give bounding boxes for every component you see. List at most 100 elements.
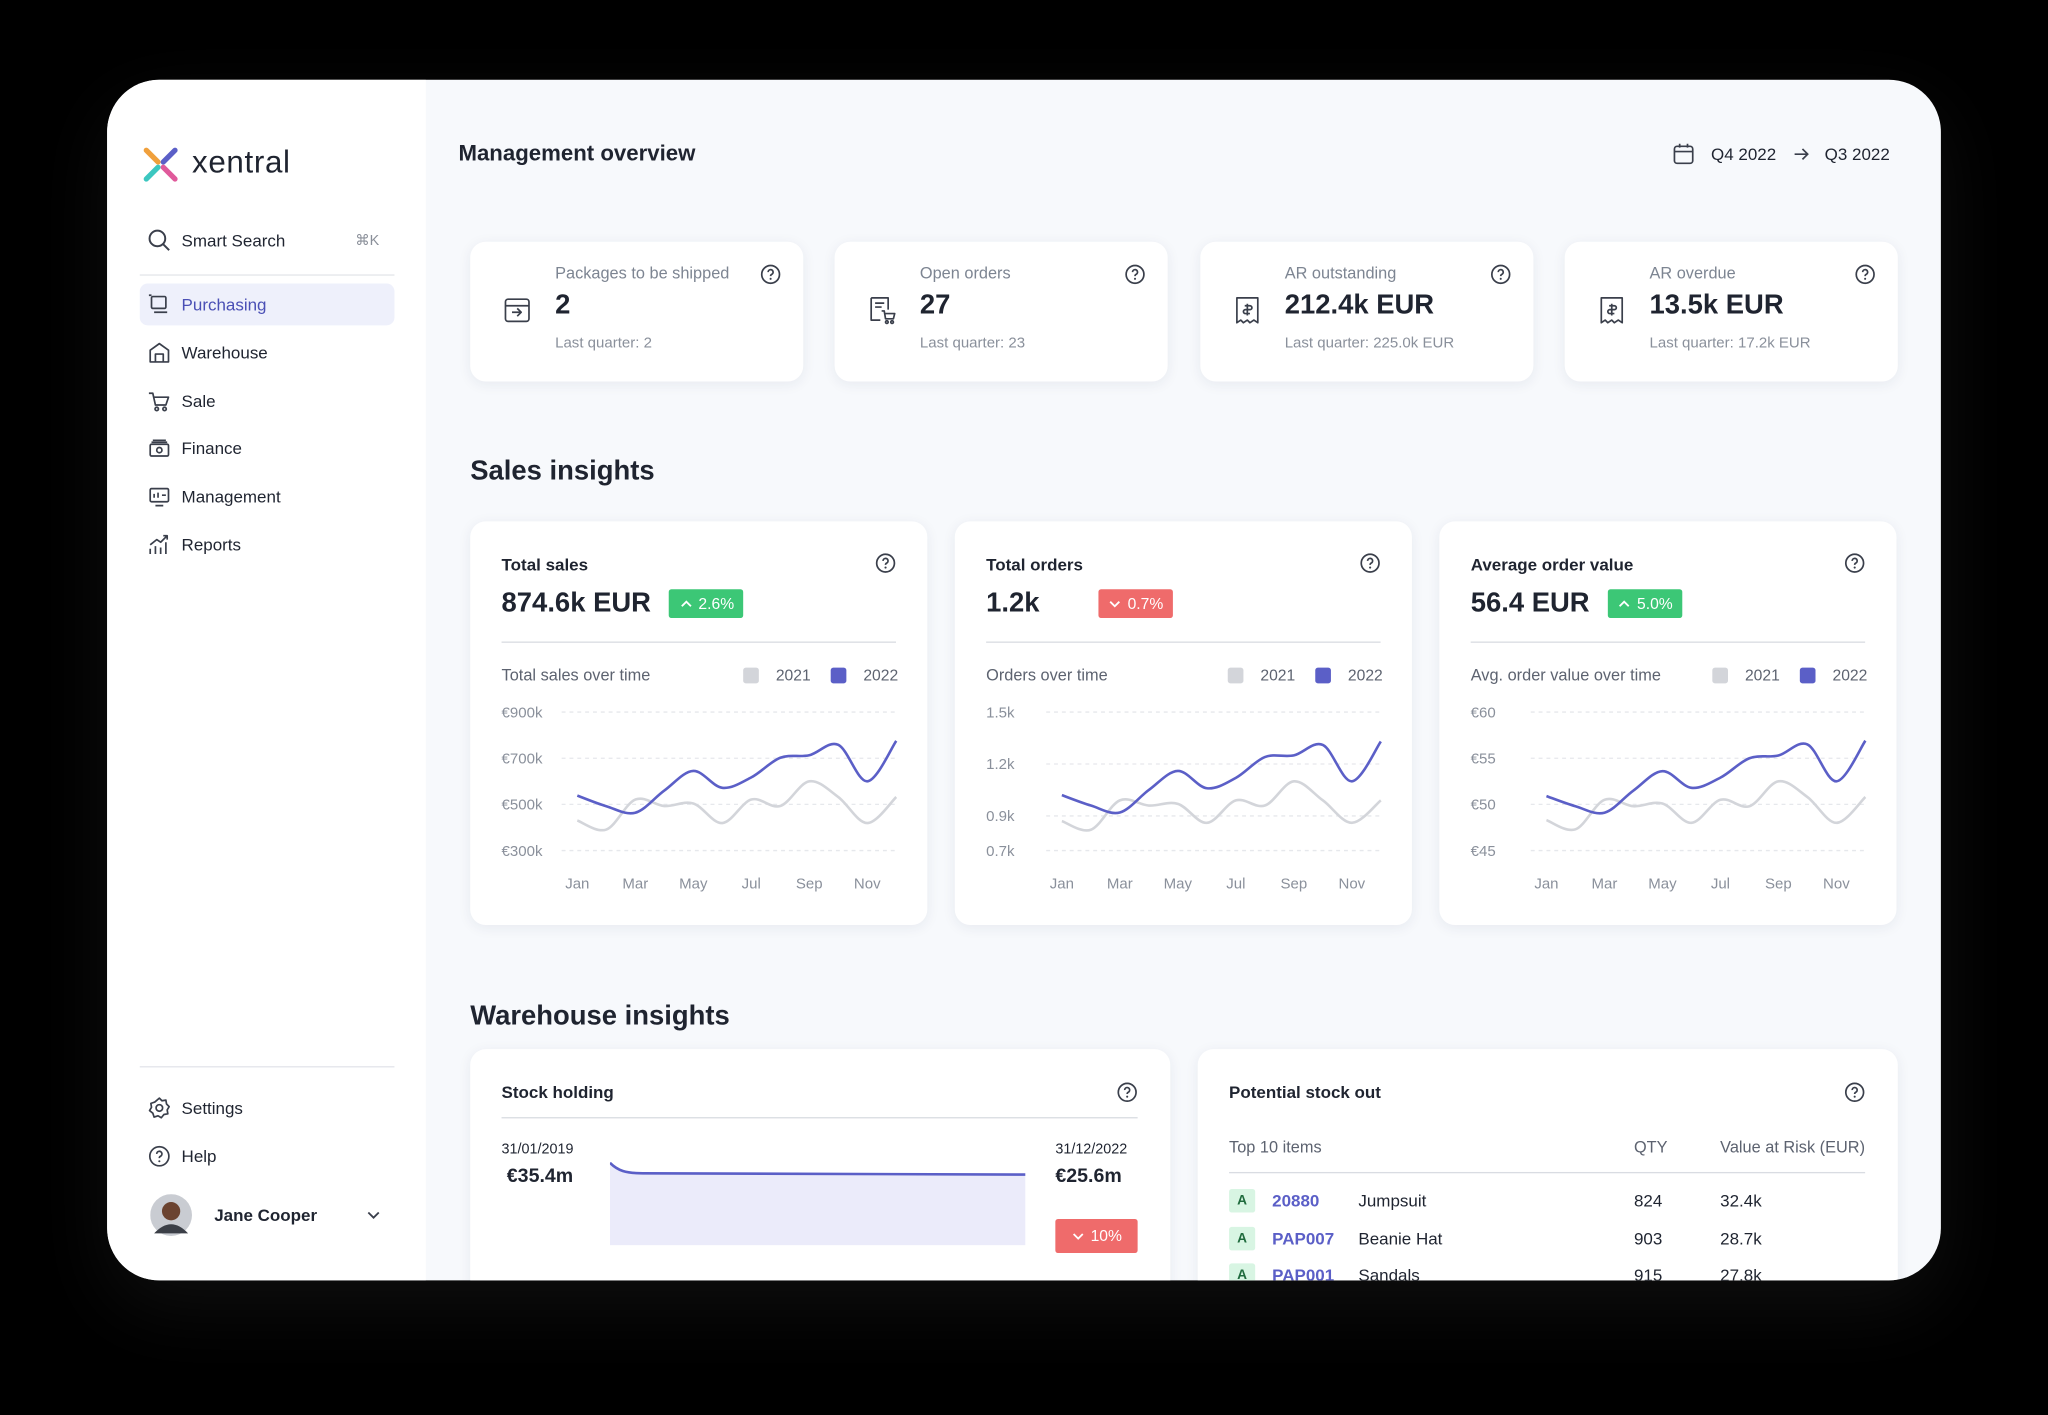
nav-icon-svg (149, 342, 170, 363)
y-tick-label: €700k (502, 750, 543, 767)
section-title: Warehouse insights (470, 1000, 730, 1031)
legend-label: 2021 (776, 668, 811, 685)
nav-icon[interactable] (148, 1096, 172, 1126)
nav-icon[interactable] (148, 293, 172, 323)
nav-item[interactable]: Warehouse (181, 342, 268, 363)
nav-icon-svg (148, 1145, 170, 1167)
nav-item[interactable]: Management (181, 486, 281, 507)
card-title: Stock holding (501, 1082, 614, 1103)
period-to[interactable]: Q3 2022 (1824, 144, 1890, 164)
kpi-icon (1597, 295, 1627, 332)
x-tick-label: May (679, 875, 708, 892)
badge-arrow (1619, 600, 1630, 607)
nav-item[interactable]: Help (181, 1146, 217, 1167)
y-tick-label: 1.5k (986, 704, 1015, 721)
column-header: Value at Risk (EUR) (1720, 1138, 1866, 1157)
help-icon[interactable] (1117, 1082, 1138, 1109)
series-line (1061, 780, 1382, 832)
series-line (1546, 739, 1867, 815)
kpi-label: AR outstanding (1284, 263, 1397, 283)
calendar-icon[interactable] (1672, 142, 1696, 166)
class-badge: A (1229, 1226, 1256, 1250)
x-tick-label: Mar (1592, 875, 1618, 892)
start-date: 31/01/2019 (501, 1141, 574, 1158)
user-name[interactable]: Jane Cooper (214, 1205, 318, 1225)
chevron[interactable] (366, 1209, 382, 1222)
item-code[interactable]: 20880 (1272, 1190, 1320, 1211)
series-line (1545, 779, 1867, 832)
chart-value: 1.2k (986, 587, 1040, 618)
help-icon[interactable] (1490, 264, 1511, 291)
item-qty: 915 (1633, 1265, 1663, 1281)
x-tick-label: Sep (796, 875, 823, 892)
chart: 2021 2022 €45 €50 €55 €60 Jan Mar May Jul Sep Nov (1471, 667, 1867, 892)
nav-icon[interactable] (148, 485, 172, 515)
x-tick-label: Nov (1338, 875, 1365, 892)
kpi-label: Packages to be shipped (555, 263, 730, 283)
change-badge: 5.0% (1607, 589, 1683, 618)
nav-item[interactable]: Reports (181, 535, 242, 555)
help-icon[interactable] (1855, 264, 1876, 291)
x-tick-label: Nov (1823, 875, 1850, 892)
series-line (1061, 740, 1382, 815)
nav-item[interactable]: Finance (181, 438, 242, 459)
nav-icon[interactable] (148, 1145, 172, 1175)
help-icon[interactable] (1844, 553, 1865, 580)
y-tick-label: €55 (1471, 750, 1496, 767)
item-qty: 903 (1633, 1228, 1663, 1248)
nav-item[interactable]: Settings (181, 1098, 243, 1118)
kpi-label: AR overdue (1649, 263, 1736, 283)
end-date: 31/12/2022 (1055, 1141, 1128, 1158)
x-tick-label: Nov (854, 875, 881, 892)
kpi-previous: Last quarter: 225.0k EUR (1284, 335, 1455, 352)
y-tick-label: €500k (502, 797, 543, 814)
kpi-icon (1232, 295, 1262, 332)
help-icon[interactable] (1125, 264, 1146, 291)
divider (1470, 641, 1866, 643)
item-code[interactable]: PAP007 (1272, 1228, 1335, 1248)
badge-arrow (1109, 601, 1121, 608)
item-code[interactable]: PAP001 (1272, 1265, 1335, 1281)
stock-holding-card: Stock holding 31/01/2019 €35.4m 31/12/2022 €… (470, 1049, 1171, 1281)
period-from[interactable]: Q4 2022 (1711, 144, 1777, 164)
change-badge: 10% (1055, 1219, 1138, 1253)
help-icon[interactable] (760, 264, 781, 291)
help-icon-svg (1844, 553, 1865, 573)
nav-icon[interactable] (148, 437, 172, 467)
nav-item[interactable]: Sale (181, 390, 216, 411)
stock-area-svg (609, 1161, 1026, 1246)
search[interactable]: Smart Search (181, 230, 286, 251)
help-icon[interactable] (1360, 553, 1381, 580)
kpi-value: 27 (919, 290, 951, 321)
nav-icon[interactable] (148, 341, 172, 371)
chart-subtitle: Orders over time (986, 666, 1108, 685)
card-title: Potential stock out (1229, 1082, 1381, 1103)
kpi-value: 13.5k EUR (1649, 290, 1784, 321)
x-tick-label: Jan (1050, 875, 1074, 892)
kpi-previous: Last quarter: 17.2k EUR (1649, 335, 1811, 352)
item-value: 27.8k (1720, 1265, 1762, 1281)
column-header: QTY (1633, 1138, 1668, 1157)
kpi-icon (503, 295, 533, 332)
help-icon[interactable] (875, 553, 896, 580)
badge-arrow (680, 600, 692, 607)
divider (986, 641, 1381, 643)
nav-active (139, 283, 395, 326)
chart-card: Average order value 56.4 EUR 5.0% Avg. orde… (1439, 521, 1897, 926)
change-value: 5.0% (1637, 594, 1673, 613)
change-badge: 0.7% (1098, 589, 1173, 618)
class-badge: A (1229, 1263, 1256, 1281)
help-icon-svg (1844, 1082, 1865, 1103)
nav-item[interactable]: Purchasing (181, 294, 267, 315)
logo-mark (143, 147, 178, 182)
kpi-previous: Last quarter: 23 (919, 335, 1026, 352)
chart-title: Average order value (1470, 554, 1634, 575)
nav-icon[interactable] (148, 533, 172, 563)
series-line (576, 740, 898, 815)
divider (501, 641, 896, 643)
help-icon[interactable] (1844, 1082, 1865, 1109)
series-line (576, 779, 898, 832)
nav-icon[interactable] (148, 389, 172, 419)
change-badge: 2.6% (669, 589, 744, 618)
kpi-card: Packages to be shipped 2 Last quarter: 2 (470, 241, 804, 382)
